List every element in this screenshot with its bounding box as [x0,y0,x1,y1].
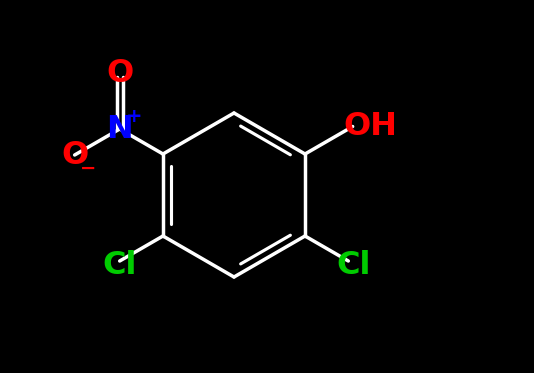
Text: O: O [106,57,134,88]
Text: −: − [80,159,96,178]
Text: Cl: Cl [336,251,371,282]
Text: N: N [106,113,133,144]
Text: OH: OH [344,111,398,142]
Text: +: + [125,107,142,125]
Text: Cl: Cl [103,251,137,282]
Text: O: O [61,140,88,170]
